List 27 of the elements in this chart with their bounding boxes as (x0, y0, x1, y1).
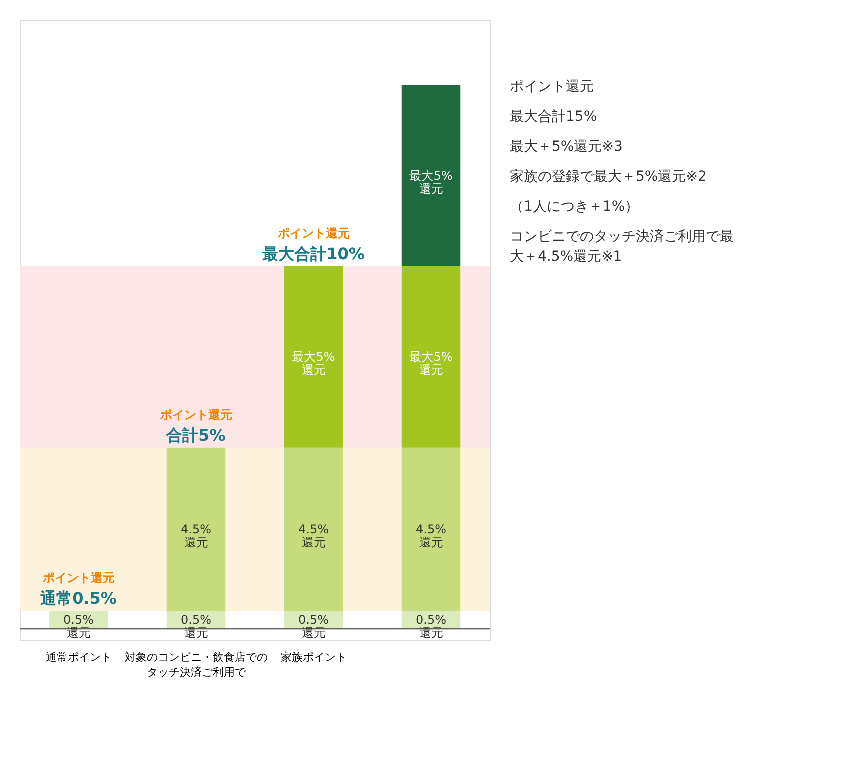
data-label: 最大5%還元 (410, 168, 453, 196)
annotation: 合計5% (166, 426, 226, 445)
data-label: 最大5%還元 (410, 350, 453, 378)
bar (284, 448, 344, 611)
data-label: 4.5%還元 (181, 522, 212, 550)
annotation: ポイント還元 (276, 226, 350, 241)
x-tick-label: 家族ポイント (280, 651, 347, 664)
data-label: 最大5%還元 (292, 350, 336, 378)
bar (284, 266, 344, 448)
text: コンビニでのタッチ決済ご利用で最大＋4.5%還元※1 (510, 229, 734, 265)
bar (402, 448, 461, 611)
text: （1人につき＋1%） (510, 199, 640, 215)
text: 最大合計15% (510, 109, 598, 125)
data-label: 4.5%還元 (298, 522, 329, 550)
x-tick-label: 対象のコンビニ・飲食店でのタッチ決済ご利用で (124, 651, 268, 679)
bar (402, 266, 461, 448)
text: 家族の登録で最大＋5%還元※2 (510, 169, 707, 185)
x-tick-label: 通常ポイント (46, 651, 112, 664)
data-label: 4.5%還元 (416, 522, 446, 550)
bar (402, 85, 461, 267)
bar (166, 448, 226, 611)
annotation: 通常0.5% (40, 588, 117, 608)
annotation: ポイント還元 (159, 408, 232, 422)
text: 最大＋5%還元※3 (510, 139, 623, 155)
annotation: ポイント還元 (42, 570, 115, 585)
text: ポイント還元 (510, 79, 594, 95)
annotation: 最大合計10% (262, 244, 365, 264)
